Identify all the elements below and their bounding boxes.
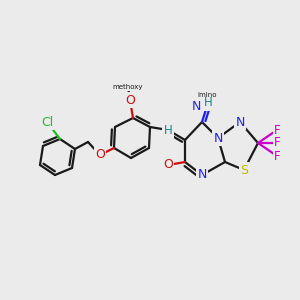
Text: F: F (274, 136, 280, 149)
Text: F: F (274, 149, 280, 163)
Text: N: N (213, 131, 223, 145)
Text: S: S (240, 164, 248, 176)
Text: O: O (125, 94, 135, 106)
Text: Cl: Cl (41, 116, 53, 128)
Text: O: O (163, 158, 173, 172)
Text: F: F (274, 124, 280, 136)
Text: imino: imino (197, 92, 217, 98)
Text: H: H (204, 97, 212, 110)
Text: H: H (164, 124, 172, 136)
Text: O: O (95, 148, 105, 161)
Text: N: N (235, 116, 245, 128)
Text: methoxy: methoxy (113, 84, 143, 90)
Text: N: N (191, 100, 201, 112)
Text: N: N (197, 169, 207, 182)
